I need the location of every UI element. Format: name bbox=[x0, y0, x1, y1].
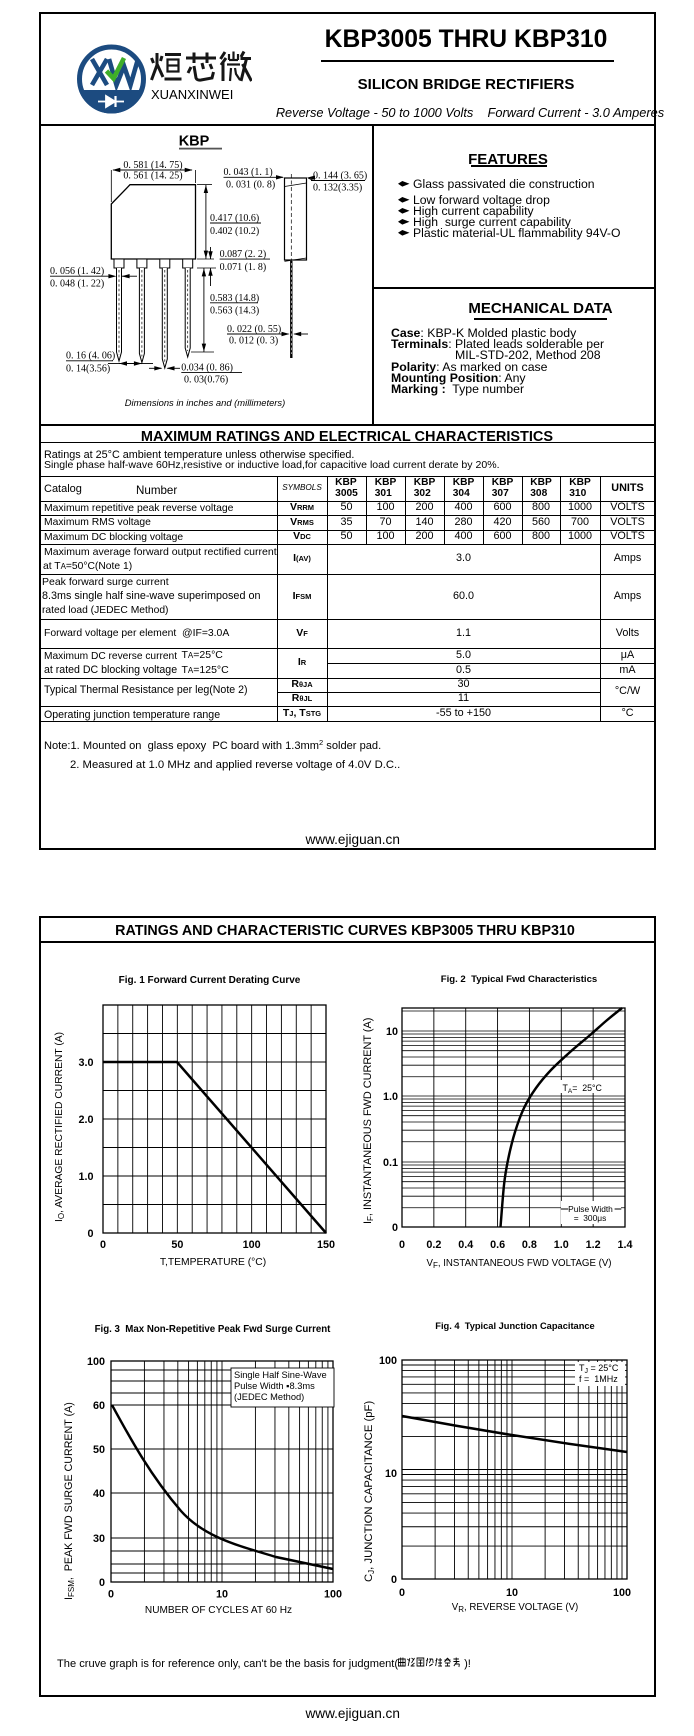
svg-text:0. 16 (4. 06): 0. 16 (4. 06) bbox=[66, 351, 115, 362]
svg-text:0: 0 bbox=[399, 1239, 405, 1251]
svg-text:0.8: 0.8 bbox=[522, 1239, 537, 1251]
svg-text:100: 100 bbox=[324, 1589, 342, 1601]
svg-text:1.0: 1.0 bbox=[78, 1171, 93, 1183]
svg-text:0: 0 bbox=[399, 1587, 405, 1599]
svg-text:0.087 (2. 2): 0.087 (2. 2) bbox=[220, 249, 267, 260]
svg-text:TA= 25°C: TA= 25°C bbox=[563, 1083, 603, 1095]
svg-text:0. 581 (14. 75): 0. 581 (14. 75) bbox=[123, 160, 182, 171]
svg-text:0.417 (10.6): 0.417 (10.6) bbox=[210, 213, 259, 224]
svg-text:IFSM, PEAK FWD SURGE CURRENT: IFSM, PEAK FWD SURGE CURRENT (A) bbox=[63, 1402, 76, 1600]
svg-text:0.071 (1. 8): 0.071 (1. 8) bbox=[220, 262, 267, 273]
svg-text:T,TEMPERATURE (°C): T,TEMPERATURE (°C) bbox=[160, 1257, 266, 1268]
svg-text:10: 10 bbox=[385, 1468, 397, 1480]
svg-text:0. 022 (0. 55): 0. 022 (0. 55) bbox=[227, 324, 281, 335]
svg-text:f = 1MHz: f = 1MHz bbox=[579, 1374, 618, 1384]
svg-text:0. 043 (1. 1): 0. 043 (1. 1) bbox=[224, 167, 273, 178]
svg-text:3.0: 3.0 bbox=[78, 1057, 93, 1069]
svg-text:NUMBER OF CYCLES AT 60 Hz: NUMBER OF CYCLES AT 60 Hz bbox=[145, 1605, 292, 1616]
svg-text:30: 30 bbox=[93, 1533, 105, 1545]
svg-text:50: 50 bbox=[171, 1239, 183, 1251]
svg-text:VF, INSTANTANEOUS FWD VOLTAGE: VF, INSTANTANEOUS FWD VOLTAGE (V) bbox=[426, 1258, 611, 1270]
svg-text:0: 0 bbox=[392, 1222, 398, 1234]
svg-text:Fig. 4 Typical Junction Capac: Fig. 4 Typical Junction Capacitance bbox=[435, 1321, 594, 1331]
svg-text:(JEDEC Method): (JEDEC Method) bbox=[234, 1392, 304, 1402]
svg-text:0: 0 bbox=[391, 1574, 397, 1586]
svg-text:100: 100 bbox=[243, 1239, 261, 1251]
svg-text:1.2: 1.2 bbox=[586, 1239, 601, 1251]
svg-text:50: 50 bbox=[93, 1444, 105, 1456]
svg-text:10: 10 bbox=[386, 1026, 398, 1038]
svg-text:0.6: 0.6 bbox=[490, 1239, 505, 1251]
svg-text:0: 0 bbox=[100, 1239, 106, 1251]
svg-text:Single Half Sine-Wave: Single Half Sine-Wave bbox=[234, 1370, 327, 1380]
svg-text:1.0: 1.0 bbox=[554, 1239, 569, 1251]
svg-text:= 300μs: = 300μs bbox=[574, 1213, 607, 1223]
svg-text:0: 0 bbox=[87, 1228, 93, 1240]
svg-text:Fig. 3 Max Non-Repetitive Pea: Fig. 3 Max Non-Repetitive Peak Fwd Surge… bbox=[95, 1324, 332, 1335]
svg-text:0. 144 (3. 65): 0. 144 (3. 65) bbox=[313, 170, 367, 181]
svg-text:0.402 (10.2): 0.402 (10.2) bbox=[210, 226, 259, 237]
svg-text:VR, REVERSE VOLTAGE (V): VR, REVERSE VOLTAGE (V) bbox=[452, 1602, 579, 1614]
svg-text:IF, INSTANTANEOUS FWD CURRENT: IF, INSTANTANEOUS FWD CURRENT (A) bbox=[362, 1018, 375, 1224]
svg-text:0: 0 bbox=[99, 1577, 105, 1589]
svg-text:CJ, JUNCTION CAPACITANCE (pF): CJ, JUNCTION CAPACITANCE (pF) bbox=[363, 1401, 376, 1582]
svg-text:2.0: 2.0 bbox=[78, 1114, 93, 1126]
svg-text:100: 100 bbox=[87, 1356, 105, 1368]
svg-text:0. 056 (1. 42): 0. 056 (1. 42) bbox=[50, 266, 104, 277]
svg-text:0.034 (0. 86): 0.034 (0. 86) bbox=[181, 363, 233, 374]
svg-text:0: 0 bbox=[108, 1589, 114, 1601]
svg-text:60: 60 bbox=[93, 1400, 105, 1412]
svg-text:1.4: 1.4 bbox=[617, 1239, 632, 1251]
svg-text:Pulse Width ▪8.3ms: Pulse Width ▪8.3ms bbox=[234, 1381, 315, 1391]
svg-text:0.563 (14.3): 0.563 (14.3) bbox=[210, 306, 259, 317]
svg-text:IO, AVERAGE RECTIFIED CURRENT: IO, AVERAGE RECTIFIED CURRENT (A) bbox=[54, 1032, 66, 1222]
svg-text:1.0: 1.0 bbox=[383, 1091, 398, 1103]
svg-text:40: 40 bbox=[93, 1488, 105, 1500]
svg-text:Pulse Width: Pulse Width bbox=[568, 1204, 613, 1214]
svg-text:0. 048 (1. 22): 0. 048 (1. 22) bbox=[50, 279, 104, 290]
svg-text:10: 10 bbox=[216, 1589, 228, 1601]
svg-text:KBP: KBP bbox=[179, 134, 210, 150]
svg-text:100: 100 bbox=[379, 1355, 397, 1367]
svg-text:Fig. 2 Typical Fwd Characteri: Fig. 2 Typical Fwd Characteristics bbox=[441, 974, 598, 985]
svg-text:0. 132(3.35): 0. 132(3.35) bbox=[313, 183, 362, 194]
svg-text:0. 03(0.76): 0. 03(0.76) bbox=[184, 375, 228, 386]
svg-text:0.1: 0.1 bbox=[383, 1157, 398, 1169]
svg-text:0.2: 0.2 bbox=[426, 1239, 441, 1251]
svg-text:100: 100 bbox=[613, 1587, 631, 1599]
svg-text:0. 14(3.56): 0. 14(3.56) bbox=[66, 364, 110, 375]
svg-text:150: 150 bbox=[317, 1239, 335, 1251]
svg-text:TJ = 25°C: TJ = 25°C bbox=[579, 1363, 619, 1375]
svg-text:0.583 (14.8): 0.583 (14.8) bbox=[210, 293, 259, 304]
svg-text:0. 012 (0. 3): 0. 012 (0. 3) bbox=[229, 336, 278, 347]
svg-text:0. 561 (14. 25): 0. 561 (14. 25) bbox=[123, 171, 182, 182]
svg-text:0.4: 0.4 bbox=[458, 1239, 473, 1251]
svg-text:Fig. 1 Forward Current Deratin: Fig. 1 Forward Current Derating Curve bbox=[119, 975, 301, 986]
svg-text:10: 10 bbox=[506, 1587, 518, 1599]
svg-text:0. 031 (0. 8): 0. 031 (0. 8) bbox=[226, 180, 275, 191]
